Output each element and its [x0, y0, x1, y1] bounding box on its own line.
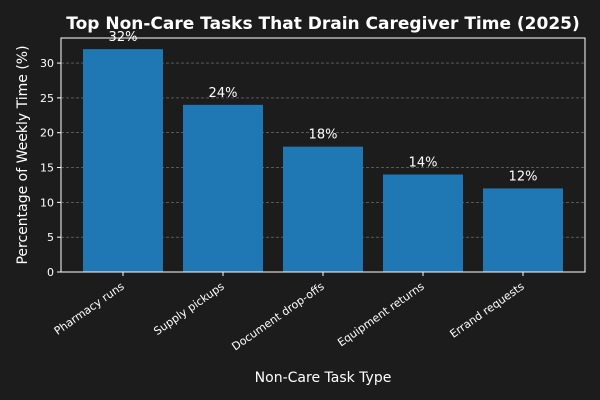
y-tick-label: 25 [40, 92, 54, 105]
bar [183, 104, 263, 272]
y-tick-label: 20 [40, 127, 54, 140]
bar [383, 174, 463, 272]
value-label: 12% [509, 169, 538, 184]
y-tick-label: 5 [47, 231, 54, 244]
y-tick-label: 10 [40, 196, 54, 209]
chart-title: Top Non-Care Tasks That Drain Caregiver … [66, 14, 580, 34]
value-label: 18% [309, 128, 338, 143]
y-tick-label: 30 [40, 57, 54, 70]
y-axis-label: Percentage of Weekly Time (%) [15, 45, 31, 264]
value-label: 14% [409, 156, 438, 171]
y-tick-label: 15 [40, 162, 54, 175]
bar [483, 188, 563, 272]
value-label: 24% [209, 86, 238, 101]
bar [283, 146, 363, 272]
x-axis-label: Non-Care Task Type [255, 370, 392, 386]
y-tick-label: 0 [47, 266, 54, 279]
plot-frame [60, 37, 586, 273]
bar [83, 49, 163, 273]
